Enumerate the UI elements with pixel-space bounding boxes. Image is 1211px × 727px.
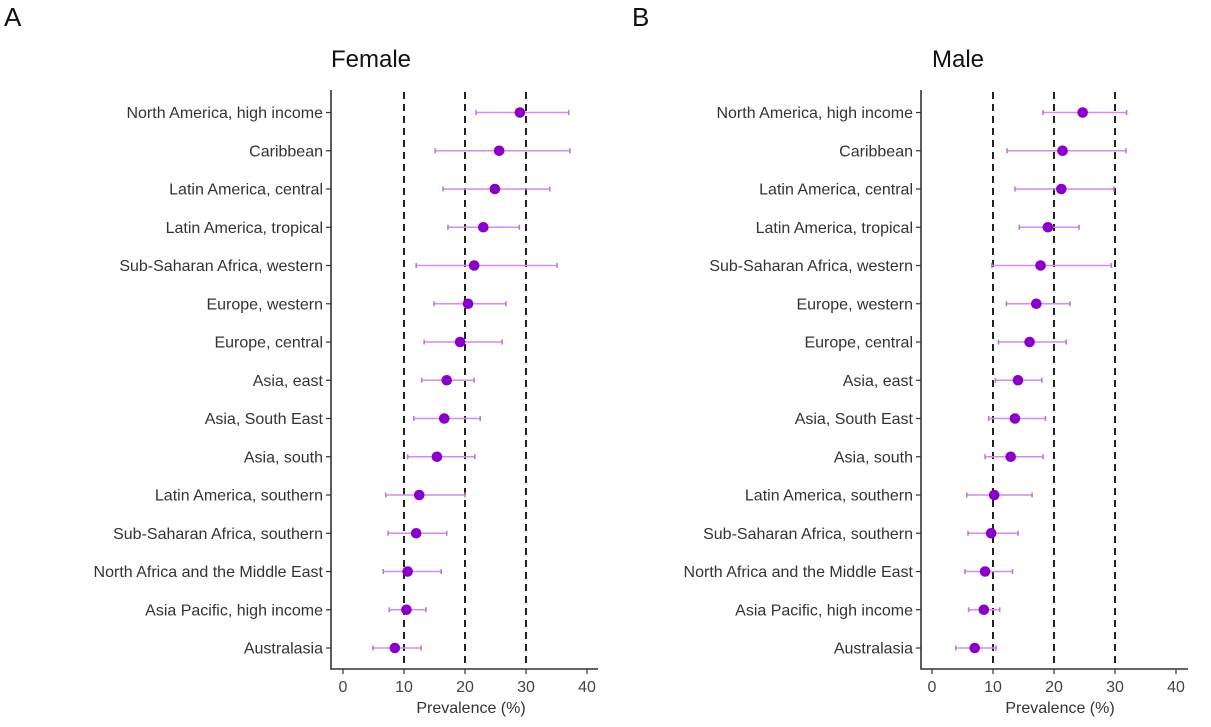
estimate-point <box>1024 336 1035 348</box>
x-tick-label: 30 <box>517 679 535 696</box>
category-label: Asia, east <box>843 373 914 390</box>
category-label: North Africa and the Middle East <box>94 564 324 581</box>
estimate-point <box>389 642 401 654</box>
category-label: Asia Pacific, high income <box>145 602 323 619</box>
estimate-point <box>1077 107 1088 118</box>
category-label: Latin America, central <box>169 182 323 199</box>
category-labels: North America, high income Caribbean Latin… <box>94 105 324 658</box>
category-label: Latin America, southern <box>745 488 913 505</box>
panel-title: Female <box>331 46 411 73</box>
estimate-point <box>1031 298 1042 310</box>
point-group <box>969 107 1088 654</box>
estimate-point <box>441 374 453 386</box>
estimate-point <box>438 413 450 424</box>
estimate-point <box>413 489 425 501</box>
estimate-point <box>988 489 1000 501</box>
category-label: Europe, central <box>804 335 913 352</box>
estimate-point <box>410 527 422 539</box>
category-label: Sub-Saharan Africa, western <box>119 258 323 275</box>
y-ticks <box>326 111 331 649</box>
category-label: Asia Pacific, high income <box>735 602 913 619</box>
x-ticks: 0 10 20 30 40 <box>339 669 596 696</box>
estimate-point <box>454 336 466 348</box>
x-tick-label: 0 <box>339 679 348 696</box>
panel-male: B Male North America, high income Caribbe… <box>632 2 1188 717</box>
estimate-point <box>493 145 505 157</box>
estimate-point <box>979 566 991 577</box>
category-label: Asia, south <box>244 449 323 466</box>
x-tick-label: 20 <box>456 679 474 696</box>
panel-title: Male <box>932 46 984 73</box>
estimate-point <box>489 183 501 195</box>
estimate-point <box>1009 413 1021 424</box>
category-label: North Africa and the Middle East <box>684 564 914 581</box>
x-tick-label: 40 <box>578 679 596 696</box>
category-label: North America, high income <box>716 105 913 122</box>
x-axis-title: Prevalence (%) <box>416 700 525 717</box>
category-label: Europe, western <box>206 296 323 313</box>
category-label: Australasia <box>834 641 913 658</box>
estimate-point <box>1035 260 1046 271</box>
category-label: Latin America, tropical <box>756 220 913 237</box>
estimate-point <box>401 604 412 616</box>
category-label: Latin America, tropical <box>166 220 323 237</box>
category-label: Sub-Saharan Africa, southern <box>113 526 323 543</box>
category-label: Caribbean <box>249 143 323 160</box>
estimate-point <box>431 451 443 463</box>
axis-lines <box>330 90 598 670</box>
category-label: Europe, western <box>796 296 913 313</box>
estimate-point <box>1056 183 1067 195</box>
category-label: Asia, South East <box>205 411 324 428</box>
estimate-point <box>969 642 980 654</box>
x-tick-label: 10 <box>984 679 1002 696</box>
x-ticks: 0 10 20 30 40 <box>928 669 1185 696</box>
category-label: Asia, South East <box>795 411 914 428</box>
x-tick-label: 10 <box>395 679 413 696</box>
estimate-point <box>462 298 474 310</box>
x-tick-label: 20 <box>1045 679 1063 696</box>
estimate-point <box>478 221 489 233</box>
estimate-point <box>1057 145 1068 157</box>
category-label: Caribbean <box>839 143 913 160</box>
estimate-point <box>468 260 480 271</box>
panel-letter: B <box>632 2 649 32</box>
panel-letter: A <box>4 2 22 32</box>
estimate-point <box>1042 221 1054 233</box>
estimate-point <box>1005 451 1016 463</box>
x-tick-label: 30 <box>1106 679 1124 696</box>
category-label: Europe, central <box>214 335 323 352</box>
category-label: Asia, south <box>834 449 913 466</box>
interval-group <box>372 110 571 651</box>
category-label: Australasia <box>244 641 323 658</box>
category-label: Sub-Saharan Africa, southern <box>703 526 913 543</box>
category-label: Sub-Saharan Africa, western <box>709 258 913 275</box>
estimate-point <box>514 107 526 118</box>
x-tick-label: 0 <box>928 679 937 696</box>
category-label: North America, high income <box>126 105 323 122</box>
category-label: Asia, east <box>253 373 324 390</box>
panel-female: A Female North America, high income Carib… <box>4 2 598 717</box>
x-axis-title: Prevalence (%) <box>1005 700 1114 717</box>
category-label: Latin America, central <box>759 182 913 199</box>
point-group <box>389 107 526 654</box>
axis-lines <box>920 90 1188 670</box>
estimate-point <box>985 527 997 539</box>
estimate-point <box>978 604 990 616</box>
estimate-point <box>1012 374 1024 386</box>
x-tick-label: 40 <box>1167 679 1185 696</box>
y-ticks <box>916 111 921 649</box>
category-labels: North America, high income Caribbean Latin… <box>684 105 914 658</box>
estimate-point <box>402 566 413 577</box>
category-label: Latin America, southern <box>155 488 323 505</box>
